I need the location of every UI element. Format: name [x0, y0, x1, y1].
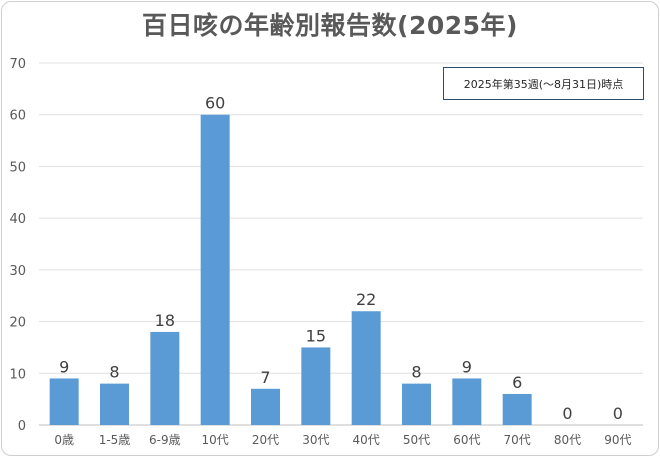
data-label: 18	[155, 311, 175, 330]
y-tick-label: 50	[9, 160, 26, 175]
x-tick-label: 60代	[453, 433, 480, 447]
chart-note-box: 2025年第35週(～8月31日)時点	[443, 67, 644, 100]
y-tick-label: 0	[18, 419, 26, 434]
data-label: 0	[613, 404, 623, 423]
bar	[402, 383, 431, 425]
y-tick-label: 40	[9, 212, 26, 227]
x-tick-label: 90代	[604, 433, 631, 447]
data-label: 9	[462, 357, 472, 376]
x-tick-label: 40代	[353, 433, 380, 447]
data-label: 8	[109, 363, 119, 382]
data-label: 0	[562, 404, 572, 423]
x-tick-label: 50代	[403, 433, 430, 447]
x-tick-label: 80代	[554, 433, 581, 447]
bar	[150, 331, 180, 425]
x-tick-label: 70代	[504, 433, 531, 447]
x-axis: 0歳 1-5歳 6-9歳 10代 20代 30代 40代 50代 60代 70代 80代 90代	[54, 433, 631, 447]
x-tick-label: 10代	[202, 433, 229, 447]
x-tick-label: 6-9歳	[149, 433, 181, 447]
y-tick-label: 30	[9, 264, 26, 279]
bar	[49, 378, 79, 425]
y-tick-label: 20	[9, 316, 26, 331]
bar	[452, 378, 482, 425]
bar	[200, 114, 230, 425]
bar	[100, 383, 129, 425]
x-tick-label: 1-5歳	[99, 433, 131, 447]
data-label: 15	[306, 326, 326, 345]
y-axis: 0 10 20 30 40 50 60 70	[9, 57, 26, 434]
data-label: 7	[260, 368, 270, 387]
data-label: 60	[205, 94, 225, 113]
data-label: 22	[356, 290, 376, 309]
chart-title: 百日咳の年齢別報告数(2025年)	[142, 11, 518, 40]
y-tick-label: 70	[9, 57, 26, 72]
data-label: 8	[411, 363, 421, 382]
data-label: 6	[512, 373, 522, 392]
chart-note: 2025年第35週(～8月31日)時点	[463, 77, 624, 91]
x-tick-label: 20代	[252, 433, 279, 447]
x-tick-label: 30代	[302, 433, 329, 447]
bar	[251, 388, 280, 425]
grid-lines	[39, 62, 643, 426]
y-tick-label: 10	[9, 367, 26, 382]
y-tick-label: 60	[9, 109, 26, 124]
bar	[351, 311, 381, 425]
bars	[49, 114, 532, 425]
x-tick-label: 0歳	[54, 433, 74, 447]
bar	[301, 347, 331, 425]
bar	[502, 393, 532, 425]
data-label: 9	[59, 357, 69, 376]
